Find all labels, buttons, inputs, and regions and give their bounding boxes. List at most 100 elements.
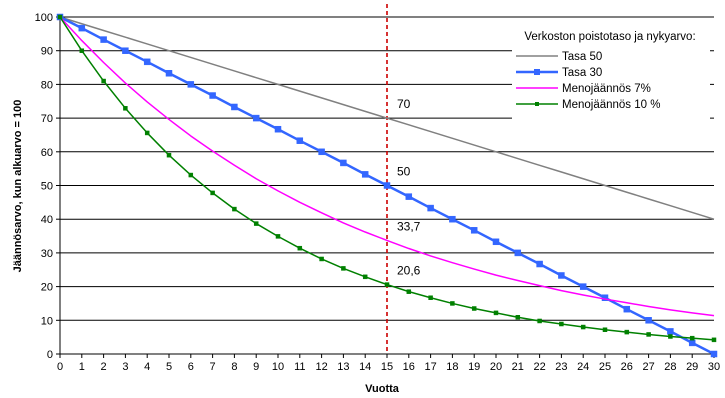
data-point	[144, 59, 150, 65]
x-axis-title: Vuotta	[365, 383, 400, 395]
data-point	[275, 126, 281, 132]
annotation-label: 70	[397, 97, 411, 111]
data-point	[406, 194, 412, 200]
data-point	[472, 307, 476, 311]
x-tick-label: 25	[599, 361, 611, 373]
data-point	[123, 106, 127, 110]
y-axis-title: Jäännösarvo, kun alkuarvo = 100	[12, 100, 24, 273]
y-tick-label: 0	[47, 349, 53, 361]
data-point	[493, 239, 499, 245]
x-tick-label: 10	[272, 361, 284, 373]
data-point	[79, 25, 85, 31]
data-point	[80, 49, 84, 53]
annotation-label: 33,7	[397, 219, 421, 233]
data-point	[385, 283, 389, 287]
x-tick-label: 29	[686, 361, 698, 373]
legend: Verkoston poistotaso ja nykyarvo: Tasa 50…	[512, 31, 710, 122]
annotation-label: 50	[397, 165, 411, 179]
y-tick-label: 10	[41, 315, 53, 327]
x-tick-label: 19	[468, 361, 480, 373]
x-tick-label: 9	[253, 361, 259, 373]
data-point	[188, 81, 194, 87]
y-tick-label: 40	[41, 214, 53, 226]
data-point	[538, 319, 542, 323]
data-point	[231, 104, 237, 110]
legend-entry: Tasa 30	[562, 67, 602, 79]
data-point	[603, 328, 607, 332]
data-point	[516, 315, 520, 319]
x-tick-label: 23	[555, 361, 567, 373]
data-point	[690, 336, 694, 340]
x-tick-label: 30	[708, 361, 720, 373]
x-tick-label: 7	[210, 361, 216, 373]
data-point	[210, 93, 216, 99]
data-point	[101, 37, 107, 43]
data-point	[102, 79, 106, 83]
data-point	[320, 257, 324, 261]
x-tick-label: 0	[57, 361, 63, 373]
x-tick-label: 12	[315, 361, 327, 373]
data-point	[189, 173, 193, 177]
data-point	[646, 317, 652, 323]
x-tick-label: 26	[621, 361, 633, 373]
x-tick-label: 5	[166, 361, 172, 373]
data-point	[494, 311, 498, 315]
y-tick-label: 60	[41, 147, 53, 159]
legend-entry: Menojäännös 10 %	[562, 99, 660, 111]
x-tick-label: 13	[337, 361, 349, 373]
x-tick-label: 20	[490, 361, 502, 373]
data-point	[145, 131, 149, 135]
y-tick-label: 50	[41, 181, 53, 193]
data-point	[515, 250, 521, 256]
x-tick-label: 17	[424, 361, 436, 373]
legend-entry: Tasa 50	[562, 51, 602, 63]
data-point	[428, 205, 434, 211]
data-point	[711, 351, 717, 357]
y-tick-label: 20	[41, 282, 53, 294]
data-point	[122, 48, 128, 54]
data-point	[689, 340, 695, 346]
x-tick-label: 27	[642, 361, 654, 373]
data-point	[667, 328, 673, 334]
data-point	[407, 290, 411, 294]
data-point	[449, 216, 455, 222]
data-point	[668, 334, 672, 338]
x-tick-label: 11	[294, 361, 305, 373]
data-point	[558, 272, 564, 278]
data-point	[297, 138, 303, 144]
x-tick-label: 15	[381, 361, 393, 373]
x-tick-label: 21	[512, 361, 524, 373]
annotation-label: 20,6	[397, 264, 421, 278]
x-tick-label: 4	[144, 361, 150, 373]
x-tick-label: 1	[79, 361, 85, 373]
data-point	[253, 115, 259, 121]
x-tick-label: 16	[403, 361, 415, 373]
data-point	[450, 301, 454, 305]
data-point	[167, 153, 171, 157]
data-point	[625, 330, 629, 334]
data-point	[559, 322, 563, 326]
data-point	[232, 207, 236, 211]
legend-entry: Menojäännös 7%	[562, 83, 651, 95]
data-point	[166, 70, 172, 76]
data-point	[712, 338, 716, 342]
y-tick-label: 80	[41, 79, 53, 91]
data-point	[384, 183, 390, 189]
x-tick-label: 8	[231, 361, 237, 373]
data-point	[537, 261, 543, 267]
data-point	[429, 296, 433, 300]
x-tick-label: 28	[664, 361, 676, 373]
data-point	[471, 227, 477, 233]
x-tick-label: 3	[122, 361, 128, 373]
x-tick-label: 6	[188, 361, 194, 373]
x-tick-label: 24	[577, 361, 589, 373]
y-tick-label: 90	[41, 46, 53, 58]
x-tick-label: 22	[533, 361, 545, 373]
data-point	[276, 234, 280, 238]
legend-marker	[535, 102, 539, 106]
x-tick-label: 2	[101, 361, 107, 373]
data-point	[363, 275, 367, 279]
data-point	[254, 222, 258, 226]
data-point	[581, 325, 585, 329]
